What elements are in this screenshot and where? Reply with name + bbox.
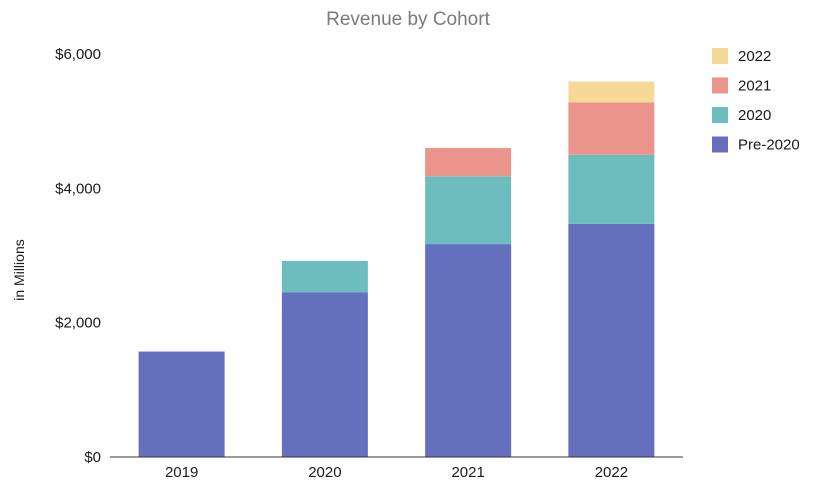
legend-label: 2021: [738, 78, 771, 95]
x-tick-label: 2021: [451, 464, 484, 481]
legend: 2022 2021 2020 Pre-2020: [712, 48, 800, 154]
bar-2021-2020: [425, 176, 512, 245]
x-axis-ticks: 2019 2020 2021 2022: [165, 464, 628, 481]
bar-2022-2021: [568, 102, 655, 155]
legend-swatch: [712, 48, 728, 64]
x-tick-label: 2022: [595, 464, 628, 481]
legend-label: 2020: [738, 107, 771, 124]
bar-2022-pre-2020: [568, 223, 655, 457]
legend-swatch: [712, 136, 728, 153]
legend-label: Pre-2020: [738, 137, 800, 154]
x-tick-label: 2019: [165, 464, 198, 481]
bar-2021-2021: [425, 148, 512, 177]
x-tick-label: 2020: [308, 464, 341, 481]
legend-swatch: [712, 77, 728, 94]
y-axis-ticks: $0 $2,000 $4,000 $6,000: [55, 46, 101, 466]
y-tick-label: $0: [84, 449, 101, 466]
bar-2020-2020: [281, 260, 368, 293]
bar-2020-pre-2020: [281, 292, 368, 457]
legend-swatch: [712, 107, 728, 123]
chart-title: Revenue by Cohort: [326, 9, 490, 30]
bars-group: [138, 81, 655, 457]
y-tick-label: $4,000: [55, 180, 101, 197]
y-tick-label: $2,000: [55, 315, 101, 332]
bar-2022-2020: [568, 154, 655, 224]
bar-2021-pre-2020: [425, 244, 512, 457]
bar-2022-2022: [568, 81, 655, 103]
y-axis-title: in Millions: [11, 239, 27, 300]
y-tick-label: $6,000: [55, 46, 101, 63]
legend-label: 2022: [738, 48, 771, 65]
bar-2019-pre-2020: [138, 351, 225, 457]
